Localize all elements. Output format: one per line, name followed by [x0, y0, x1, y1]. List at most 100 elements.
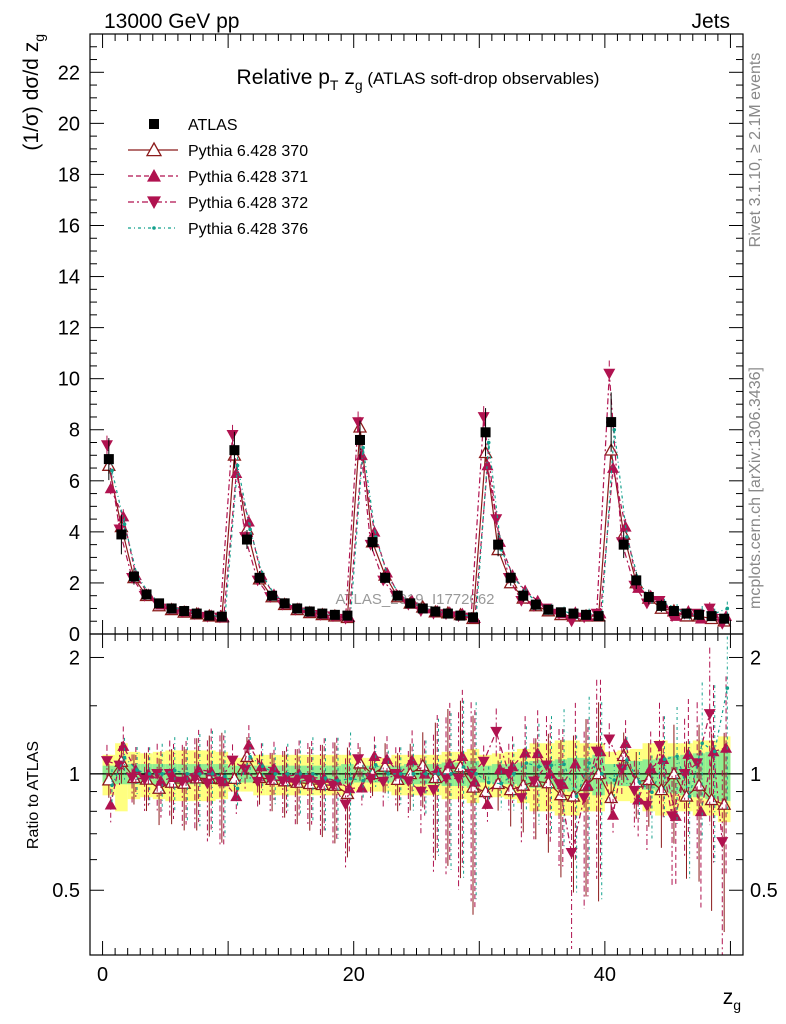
- ratio-point: [226, 755, 239, 767]
- data-point: [204, 610, 215, 621]
- ratio-point: [478, 784, 493, 798]
- ratio-point: [248, 754, 252, 759]
- ratio-point: [700, 741, 704, 746]
- ratio-point: [632, 793, 645, 805]
- ratio-tick-label: 1: [69, 764, 80, 786]
- ratio-point: [276, 776, 289, 788]
- ratio-point: [725, 686, 730, 690]
- data-point: [468, 612, 479, 623]
- ratio-point: [185, 772, 190, 776]
- y-tick-label: 2: [69, 573, 80, 595]
- ratio-point: [406, 754, 419, 766]
- ratio-point: [163, 769, 176, 780]
- series-point: [110, 468, 114, 473]
- y-tick-label: 4: [69, 522, 80, 544]
- data-point: [191, 608, 202, 619]
- data-point: [706, 611, 717, 622]
- ratio-point: [499, 781, 504, 786]
- ratio-point: [122, 755, 127, 760]
- data-point: [543, 604, 554, 615]
- ratio-point: [654, 782, 669, 796]
- ratio-point: [343, 782, 356, 794]
- data-point: [229, 445, 240, 456]
- series-point: [490, 514, 503, 526]
- ratio-point: [456, 750, 469, 761]
- ratio-point: [431, 764, 444, 775]
- series-point: [607, 462, 620, 473]
- data-point: [317, 608, 328, 619]
- ratio-point: [549, 763, 554, 768]
- ratio-point: [653, 741, 666, 752]
- ratio-point: [223, 774, 227, 779]
- data-point: [480, 427, 491, 438]
- data-point: [254, 572, 265, 583]
- ratio-point: [515, 793, 528, 804]
- data-point: [493, 539, 504, 550]
- ratio-point: [486, 780, 491, 785]
- ratio-point: [314, 779, 327, 791]
- ratio-point: [154, 775, 167, 786]
- series-point: [361, 445, 365, 450]
- data-point: [380, 572, 391, 583]
- ratio-point: [264, 774, 277, 786]
- data-point: [694, 609, 705, 620]
- y-tick-label: 18: [58, 164, 80, 186]
- ratio-point: [210, 772, 215, 776]
- data-point: [166, 603, 177, 614]
- ratio-data-layer: [90, 634, 743, 955]
- data-point: [568, 608, 579, 619]
- ratio-point: [553, 779, 566, 791]
- legend-marker-4: [152, 226, 156, 230]
- ratio-point: [364, 773, 377, 785]
- ratio-point: [201, 778, 214, 790]
- ratio-point: [361, 778, 365, 783]
- ratio-point: [682, 748, 695, 759]
- ratio-point: [440, 773, 453, 785]
- ratio-point: [352, 754, 365, 766]
- legend-marker-2: [147, 169, 161, 182]
- ratio-point: [399, 772, 403, 776]
- y-axis-label: (1/σ) dσ/d zg: [20, 34, 47, 151]
- ratio-point: [465, 769, 478, 780]
- legend-label-2: Pythia 6.428 371: [188, 169, 308, 186]
- series-point: [703, 603, 716, 615]
- ratio-tick-label: 2: [69, 647, 80, 669]
- ratio-point: [336, 778, 340, 783]
- series-point: [632, 582, 645, 593]
- ratio-point: [104, 798, 117, 810]
- y-tick-label: 20: [58, 113, 80, 135]
- ratio-point: [449, 772, 453, 776]
- ratio-point: [687, 794, 692, 799]
- ratio-point: [227, 771, 242, 785]
- y-tick-label: 0: [69, 624, 80, 646]
- ratio-point: [326, 780, 339, 792]
- ratio-series-line-3: [111, 687, 728, 799]
- ratio-point: [502, 769, 515, 780]
- ratio-point: [235, 786, 240, 791]
- ratio-point: [569, 757, 582, 769]
- series-point: [612, 427, 617, 432]
- ratio-point: [465, 779, 481, 793]
- ratio-point: [176, 776, 189, 788]
- rivet-label: Rivet 3.1.10, ≥ 2.1M events: [747, 53, 764, 248]
- ratio-point: [481, 798, 494, 809]
- data-point: [606, 417, 617, 428]
- ratio-point: [289, 777, 302, 789]
- ratio-point: [712, 749, 717, 754]
- legend-label-0: ATLAS: [188, 117, 238, 134]
- x-tick-label: 0: [97, 964, 108, 986]
- ratio-point: [574, 794, 579, 799]
- ratio-point: [414, 786, 427, 798]
- ratio-axis-label: Ratio to ATLAS: [25, 741, 42, 849]
- data-point: [530, 599, 541, 610]
- ratio-point: [323, 776, 328, 780]
- data-point: [216, 611, 227, 622]
- ratio-point: [625, 758, 629, 762]
- data-point: [719, 613, 730, 624]
- series-point: [603, 368, 616, 380]
- y-axis-label-main: (1/σ) dσ/d z: [20, 42, 43, 151]
- series-point: [481, 459, 494, 471]
- ratio-point: [565, 847, 578, 859]
- data-point: [618, 539, 629, 550]
- ratio-point: [590, 746, 603, 758]
